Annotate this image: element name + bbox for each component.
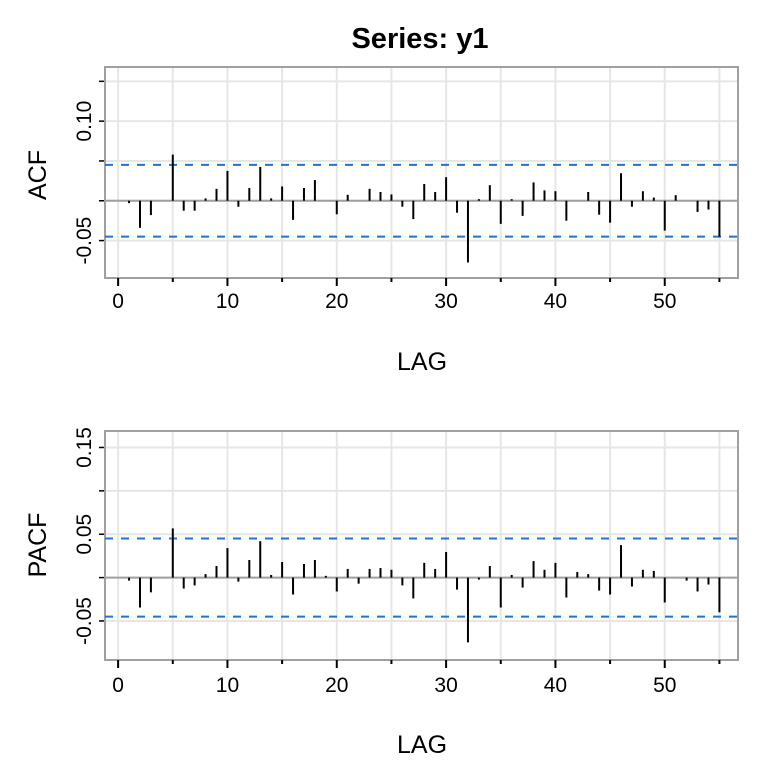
pacf-xtick-label: 50 [653, 674, 676, 697]
acf-xtick-label: 0 [112, 290, 124, 313]
pacf-ylabel: PACF [24, 513, 52, 578]
pacf-xtick-label: 40 [544, 674, 567, 697]
acf-xtick-label: 40 [544, 290, 567, 313]
acf-ylabel: ACF [24, 150, 52, 200]
pacf-xtick-label: 20 [325, 674, 348, 697]
pacf-xtick-label: 30 [434, 674, 457, 697]
acf-plot-border [104, 66, 739, 279]
acf-xtick-label: 10 [216, 290, 239, 313]
pacf-panel: PACF LAG 0 10 20 30 40 50 0.15 0.05 -0.05 [24, 427, 739, 759]
pacf-plot-border [104, 430, 739, 661]
pacf-xlabel: LAG [397, 731, 447, 759]
pacf-ytick-label: -0.05 [73, 597, 96, 645]
pacf-xtick-label: 10 [216, 674, 239, 697]
acf-xlabel: LAG [397, 348, 447, 376]
acf-xtick-label: 20 [325, 290, 348, 313]
chart-title: Series: y1 [351, 23, 488, 55]
pacf-ytick-label: 0.15 [73, 427, 96, 468]
acf-ytick-label: -0.05 [73, 217, 96, 265]
pacf-ytick-label: 0.05 [73, 514, 96, 555]
pacf-xtick-label: 0 [112, 674, 124, 697]
acf-ytick-label: 0.10 [73, 101, 96, 142]
acf-panel: ACF LAG 0 10 20 30 40 50 0.10 -0.05 [24, 66, 739, 376]
acf-xtick-label: 30 [434, 290, 457, 313]
acf-xtick-label: 50 [653, 290, 676, 313]
